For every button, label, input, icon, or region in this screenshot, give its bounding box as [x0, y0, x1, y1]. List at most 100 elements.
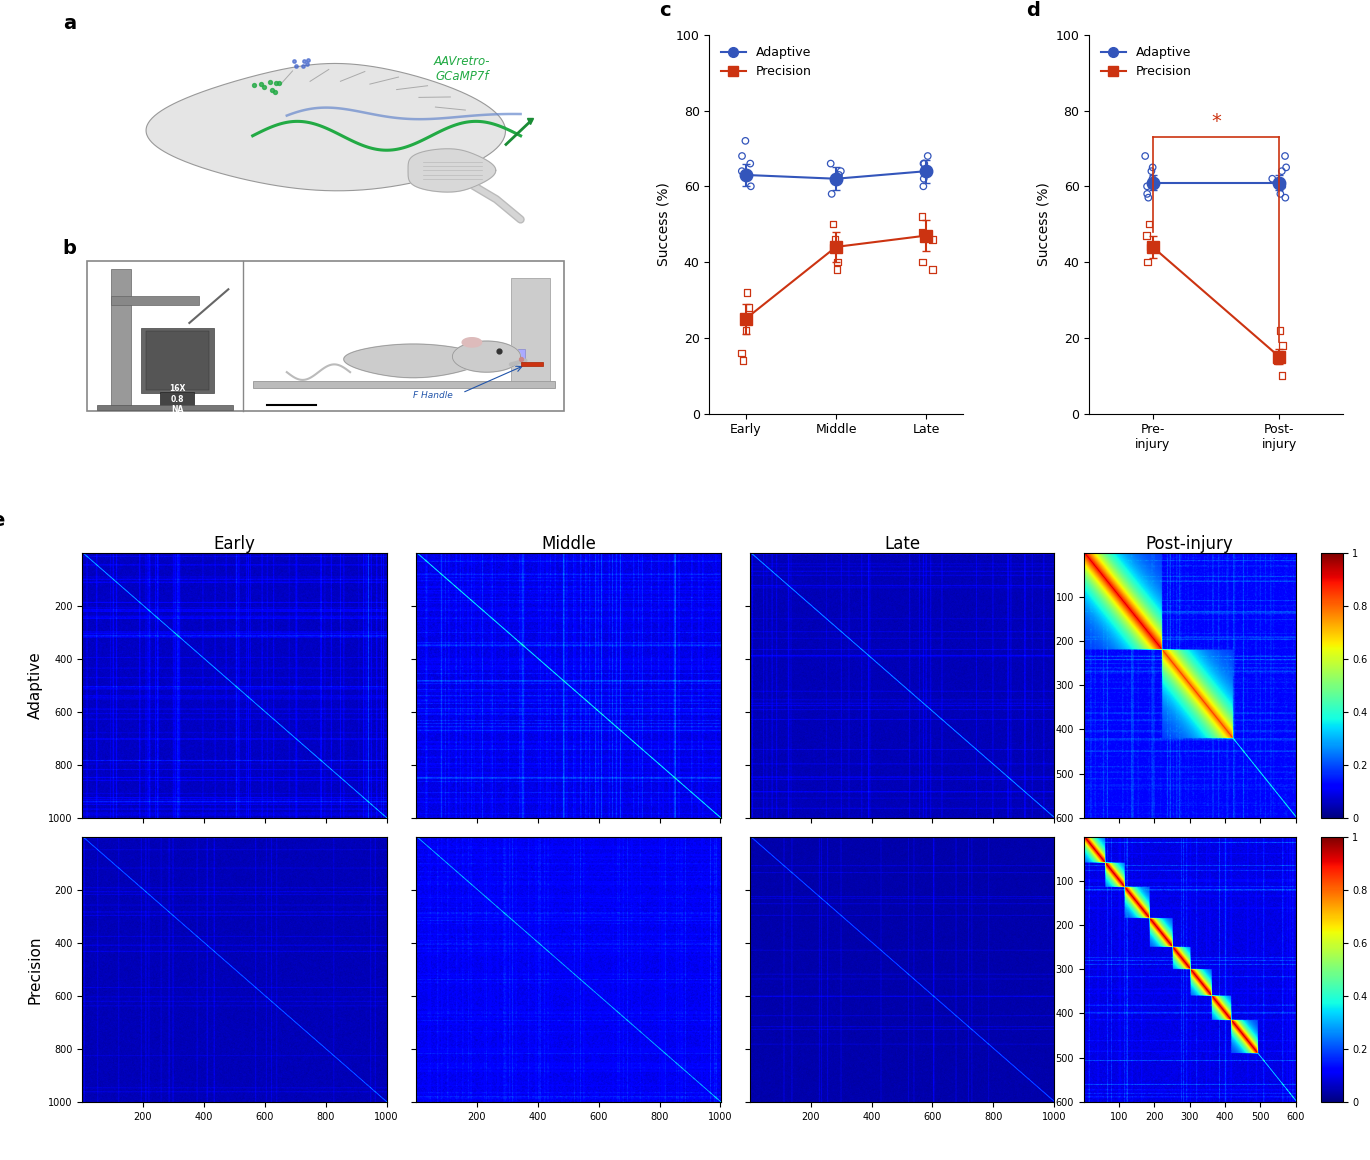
Point	[259, 73, 281, 92]
Point	[912, 169, 934, 188]
Text: e: e	[0, 512, 4, 530]
Point	[253, 78, 275, 96]
Point	[510, 350, 532, 369]
Bar	[111, 296, 199, 305]
Point	[1271, 162, 1293, 181]
Point	[1138, 215, 1160, 233]
Point	[911, 223, 933, 241]
Point	[1134, 146, 1156, 165]
Polygon shape	[147, 64, 506, 190]
Point	[730, 162, 752, 181]
Point	[260, 81, 282, 100]
Point	[267, 74, 289, 93]
Point	[732, 351, 754, 370]
Point	[285, 57, 307, 75]
Point	[734, 131, 756, 150]
Point	[911, 208, 933, 226]
Point	[1275, 158, 1297, 176]
Bar	[145, 331, 208, 390]
Point	[732, 146, 754, 165]
Point	[1141, 169, 1163, 188]
Point	[1141, 158, 1163, 176]
Point	[296, 55, 318, 73]
Point	[740, 177, 762, 196]
Point	[830, 162, 852, 181]
Point	[736, 283, 758, 302]
Point	[912, 177, 934, 196]
Point	[819, 154, 841, 173]
Legend: Adaptive, Precision: Adaptive, Precision	[715, 41, 817, 84]
Point	[914, 154, 936, 173]
Point	[1140, 162, 1162, 181]
Point	[823, 230, 845, 248]
Point	[1136, 184, 1158, 203]
Point	[821, 184, 843, 203]
Point	[912, 154, 934, 173]
Y-axis label: Precision: Precision	[27, 935, 42, 1003]
Bar	[141, 328, 214, 393]
Point	[917, 146, 938, 165]
Text: d: d	[1026, 1, 1040, 20]
Point	[249, 75, 271, 94]
Point	[922, 230, 944, 248]
Point	[1267, 351, 1289, 370]
Point	[826, 253, 848, 271]
Polygon shape	[344, 345, 484, 378]
Point	[264, 82, 286, 101]
Text: 16X
0.8
NA: 16X 0.8 NA	[169, 384, 185, 414]
Point	[242, 75, 264, 94]
Point	[1140, 238, 1162, 256]
Bar	[97, 405, 233, 409]
Polygon shape	[452, 341, 521, 372]
Y-axis label: Success (%): Success (%)	[1036, 182, 1051, 266]
Point	[740, 154, 762, 173]
Point	[825, 169, 847, 188]
Text: b: b	[63, 239, 77, 258]
Point	[292, 57, 314, 75]
Point	[293, 51, 315, 70]
Text: a: a	[63, 14, 75, 32]
Point	[734, 321, 756, 340]
Polygon shape	[408, 148, 496, 193]
Bar	[111, 269, 132, 408]
Point	[1136, 226, 1158, 245]
FancyBboxPatch shape	[88, 261, 564, 411]
Point	[264, 73, 286, 92]
Point	[822, 238, 844, 256]
Point	[826, 260, 848, 278]
Point	[1137, 253, 1159, 271]
Title: Early: Early	[214, 535, 255, 552]
Point	[297, 51, 319, 70]
Y-axis label: Success (%): Success (%)	[656, 182, 670, 266]
Point	[1271, 177, 1293, 196]
Point	[1274, 146, 1296, 165]
Bar	[252, 382, 555, 387]
Point	[827, 166, 849, 184]
Point	[1269, 321, 1291, 340]
Point	[911, 253, 933, 271]
Point	[1137, 188, 1159, 206]
Point	[1270, 184, 1292, 203]
Point	[1271, 367, 1293, 385]
Title: Middle: Middle	[541, 535, 596, 552]
Text: AAVretro-
GCaMP7f: AAVretro- GCaMP7f	[434, 56, 490, 84]
Point	[284, 52, 306, 71]
Title: Post-injury: Post-injury	[1145, 535, 1233, 552]
Polygon shape	[462, 338, 482, 347]
Point	[1271, 336, 1293, 355]
Point	[488, 342, 510, 361]
Y-axis label: Adaptive: Adaptive	[27, 652, 42, 719]
Point	[1274, 188, 1296, 206]
Point	[822, 215, 844, 233]
Text: F Handle: F Handle	[412, 391, 453, 400]
Bar	[511, 277, 549, 382]
Point	[738, 298, 760, 317]
Bar	[160, 392, 195, 406]
Bar	[521, 362, 543, 365]
Point	[1262, 169, 1284, 188]
Point	[730, 343, 752, 362]
Title: Late: Late	[884, 535, 921, 552]
Text: c: c	[659, 1, 670, 20]
Bar	[518, 349, 526, 362]
Point	[1136, 177, 1158, 196]
